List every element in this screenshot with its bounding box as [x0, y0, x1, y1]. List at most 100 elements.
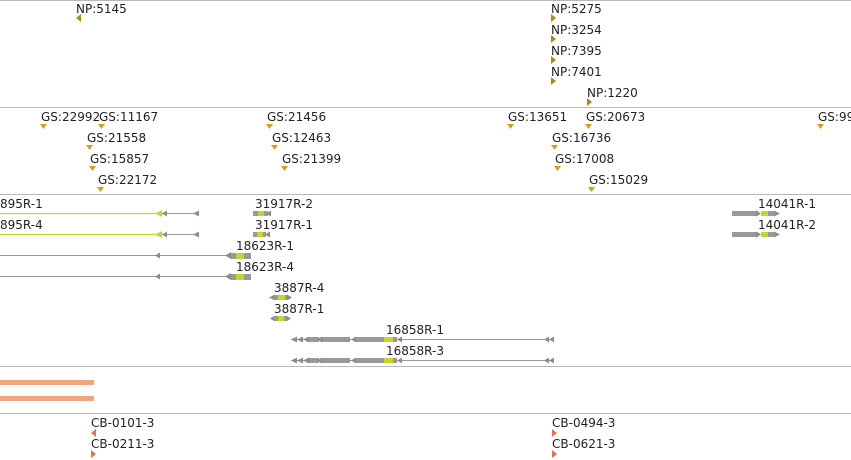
- cds: [258, 211, 264, 216]
- gs-feature-label: GS:21558: [87, 131, 146, 145]
- cb-feature[interactable]: CB-0211-3: [91, 437, 154, 458]
- np-feature[interactable]: NP:7401: [551, 65, 602, 85]
- arrow-left-icon: [317, 357, 322, 364]
- gs-feature-label: GS:22992: [41, 110, 100, 124]
- transcript[interactable]: 18623R-1: [0, 239, 294, 259]
- transcript[interactable]: 3887R-4: [269, 281, 324, 301]
- gs-feature[interactable]: GS:22992: [40, 110, 100, 129]
- np-feature-label: NP:7401: [551, 65, 602, 79]
- gs-track: GS:22992 GS:11167 GS:21558 GS:15857 GS:2…: [40, 110, 851, 192]
- cds: [384, 358, 393, 363]
- transcript-label: 18623R-1: [236, 239, 294, 253]
- np-feature[interactable]: NP:7395: [551, 44, 602, 64]
- triangle-right-icon: [91, 450, 96, 458]
- cb-track: CB-0101-3 CB-0211-3 CB-0494-3 CB-0621-3: [91, 416, 615, 458]
- gs-feature[interactable]: GS:17008: [554, 152, 614, 171]
- coverage-bar[interactable]: [0, 380, 94, 385]
- gs-feature[interactable]: GS:15857: [89, 152, 149, 171]
- arrow-left-icon: [544, 336, 549, 343]
- gs-feature[interactable]: GS:15029: [588, 173, 648, 192]
- coverage-bar[interactable]: [0, 396, 94, 401]
- gs-feature[interactable]: GS:12463: [271, 131, 331, 150]
- triangle-right-icon: [551, 35, 556, 43]
- transcript[interactable]: 895R-1: [0, 197, 199, 217]
- gs-feature[interactable]: GS:11167: [98, 110, 158, 129]
- cb-feature[interactable]: CB-0101-3: [91, 416, 154, 437]
- transcript-label: 16858R-3: [386, 344, 444, 358]
- transcript[interactable]: 14041R-1: [732, 197, 816, 217]
- np-feature-label: NP:1220: [587, 86, 638, 100]
- triangle-down-icon: [40, 124, 47, 129]
- exon: [244, 253, 251, 259]
- transcript[interactable]: 16858R-3: [291, 344, 554, 364]
- gs-feature[interactable]: GS:21399: [281, 152, 341, 171]
- exon: [253, 211, 258, 216]
- np-feature[interactable]: NP:1220: [587, 86, 638, 106]
- np-feature-label: NP:5145: [76, 2, 127, 16]
- arrow-left-icon: [303, 357, 309, 364]
- arrow-left-icon: [297, 336, 303, 343]
- arrow-left-icon: [351, 336, 356, 343]
- arrow-left-icon: [549, 357, 554, 364]
- exon: [393, 358, 397, 363]
- gs-feature[interactable]: GS:21456: [266, 110, 326, 129]
- arrow-left-icon: [155, 231, 162, 238]
- cb-feature-label: CB-0494-3: [552, 416, 615, 430]
- gs-feature[interactable]: GS:13651: [507, 110, 567, 129]
- exon: [231, 274, 236, 280]
- np-feature[interactable]: NP:5275: [551, 2, 602, 22]
- transcript[interactable]: 31917R-1: [253, 218, 313, 238]
- transcript-label: 3887R-1: [274, 302, 324, 316]
- arrow-left-icon: [549, 336, 554, 343]
- gs-feature[interactable]: GS:99: [817, 110, 851, 129]
- gs-feature[interactable]: GS:22172: [97, 173, 157, 192]
- transcript[interactable]: 31917R-2: [253, 197, 313, 217]
- arrow-left-icon: [265, 231, 270, 238]
- arrow-left-icon: [162, 210, 167, 217]
- cb-feature[interactable]: CB-0621-3: [552, 437, 615, 458]
- cb-feature[interactable]: CB-0494-3: [552, 416, 615, 437]
- exon: [244, 274, 251, 280]
- cds: [761, 211, 768, 216]
- cds: [278, 295, 285, 300]
- gs-feature-label: GS:15029: [589, 173, 648, 187]
- transcript-label: 31917R-1: [255, 218, 313, 232]
- gs-feature-label: GS:21399: [282, 152, 341, 166]
- arrow-left-icon: [269, 294, 275, 301]
- exon: [285, 295, 288, 300]
- triangle-down-icon: [266, 124, 273, 129]
- np-feature-label: NP:7395: [551, 44, 602, 58]
- transcript[interactable]: 895R-4: [0, 218, 199, 238]
- exon: [263, 232, 266, 237]
- gs-feature-label: GS:13651: [508, 110, 567, 124]
- arrow-left-icon: [155, 273, 160, 280]
- transcript-label: 16858R-1: [386, 323, 444, 337]
- gs-feature[interactable]: GS:20673: [585, 110, 645, 129]
- arrow-left-icon: [544, 357, 549, 364]
- arrow-left-icon: [193, 210, 199, 217]
- transcript[interactable]: 16858R-1: [291, 323, 554, 343]
- gs-feature[interactable]: GS:21558: [86, 131, 146, 150]
- triangle-right-icon: [552, 429, 557, 437]
- arrow-right-icon: [756, 210, 761, 217]
- np-feature[interactable]: NP:5145: [76, 2, 127, 22]
- gs-feature-label: GS:20673: [586, 110, 645, 124]
- np-feature[interactable]: NP:3254: [551, 23, 602, 43]
- exon: [309, 358, 319, 363]
- gs-feature-label: GS:15857: [90, 152, 149, 166]
- triangle-right-icon: [551, 14, 556, 22]
- gs-feature[interactable]: GS:16736: [551, 131, 611, 150]
- transcript[interactable]: 14041R-2: [732, 218, 816, 238]
- track-dividers: [0, 0, 851, 414]
- exon: [322, 337, 350, 342]
- transcript[interactable]: 3887R-1: [270, 302, 324, 322]
- arrow-right-icon: [774, 210, 780, 217]
- transcript[interactable]: 18623R-4: [0, 260, 294, 280]
- arrow-left-icon: [266, 210, 271, 217]
- exon: [732, 232, 758, 237]
- triangle-down-icon: [817, 124, 824, 129]
- cb-feature-label: CB-0621-3: [552, 437, 615, 451]
- transcript-label: 895R-4: [0, 218, 43, 232]
- exon: [231, 253, 236, 259]
